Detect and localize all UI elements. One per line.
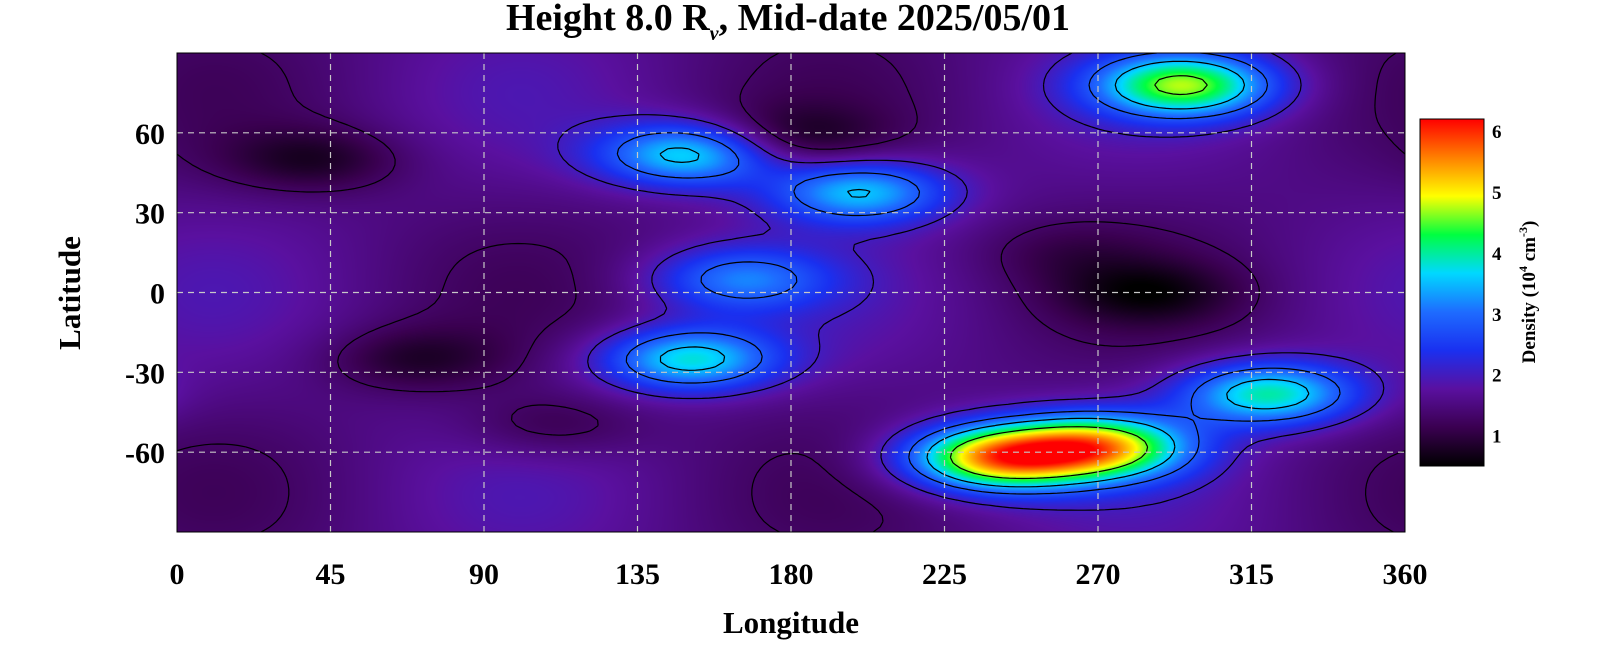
y-axis-ticks: 60 30 0 -30 -60 <box>125 118 165 470</box>
plot-area <box>176 52 1406 533</box>
x-tick-label: 180 <box>769 558 814 591</box>
x-tick-label: 90 <box>469 558 499 591</box>
title-subscript: ν <box>710 23 720 45</box>
y-tick-label: 0 <box>150 278 165 311</box>
contour-line <box>949 75 1208 480</box>
colorbar-tick-label: 4 <box>1492 244 1502 265</box>
colorbar: 1 2 3 4 5 6 Density (104 cm-3) <box>1419 118 1540 467</box>
x-tick-label: 45 <box>316 558 346 591</box>
title-suffix: , Mid-date 2025/05/01 <box>719 0 1070 39</box>
x-axis-ticks: 0 45 90 135 180 225 270 315 360 <box>170 558 1428 591</box>
x-tick-label: 225 <box>922 558 967 591</box>
colorbar-ticks: 1 2 3 4 5 6 <box>1492 122 1502 447</box>
contour-line <box>557 53 1385 511</box>
x-axis-label: Longitude <box>723 605 859 640</box>
x-tick-label: 360 <box>1383 558 1428 591</box>
y-tick-label: -30 <box>125 357 165 390</box>
colorbar-label: Density (104 cm-3) <box>1516 221 1540 364</box>
grid-lines <box>177 53 1405 532</box>
title-prefix: Height 8.0 R <box>506 0 710 39</box>
colorbar-gradient <box>1419 118 1485 467</box>
x-tick-label: 0 <box>170 558 185 591</box>
colorbar-tick-label: 5 <box>1492 183 1502 204</box>
y-tick-label: 30 <box>135 198 165 231</box>
contour-line <box>177 53 1405 532</box>
colorbar-tick-label: 6 <box>1492 122 1502 143</box>
contour-lines <box>177 53 1405 532</box>
contour-line <box>659 60 1310 488</box>
colorbar-tick-label: 3 <box>1492 305 1502 326</box>
y-tick-label: -60 <box>125 437 165 470</box>
colorbar-tick-label: 1 <box>1492 427 1502 448</box>
x-tick-label: 315 <box>1229 558 1274 591</box>
plot-frame <box>176 52 1406 533</box>
chart-title: Height 8.0 Rν, Mid-date 2025/05/01 <box>506 0 1070 45</box>
y-axis-label: Latitude <box>52 236 87 350</box>
colorbar-tick-label: 2 <box>1492 366 1502 387</box>
y-tick-label: 60 <box>135 118 165 151</box>
x-tick-label: 135 <box>615 558 660 591</box>
x-tick-label: 270 <box>1076 558 1121 591</box>
